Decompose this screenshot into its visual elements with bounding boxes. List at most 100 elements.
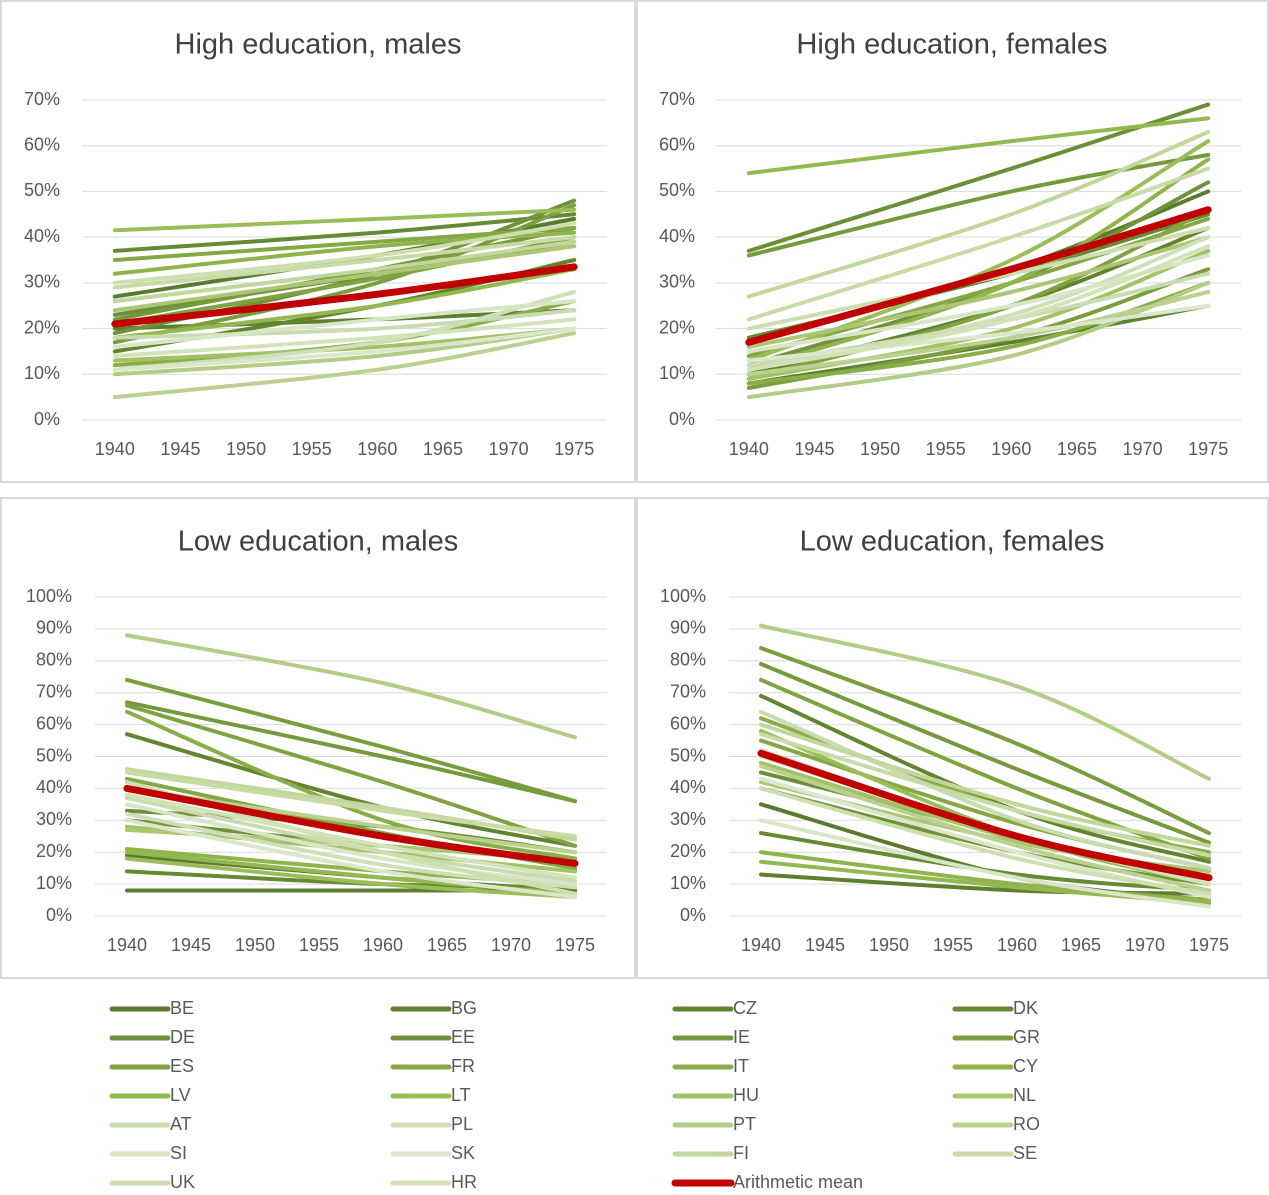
x-tick-label: 1970 [491,935,531,955]
series-line [112,244,577,313]
series-line [746,280,1211,386]
legend-label: LV [170,1085,191,1105]
panel [636,497,1269,979]
series-line [746,290,1211,377]
y-tick-label: 50% [36,745,72,765]
series-line [112,267,577,340]
series-line [125,856,577,899]
series-line [759,661,1211,845]
y-tick-label: 50% [659,180,695,200]
legend-label: RO [1013,1114,1040,1134]
series-line [112,230,577,276]
x-tick-label: 1945 [160,439,200,459]
x-tick-label: 1960 [363,935,403,955]
series-group [746,102,1211,400]
series-line [746,157,1211,372]
y-tick-label: 20% [659,317,695,337]
legend-label: SE [1013,1143,1037,1163]
legend-label: CZ [733,998,757,1018]
series-line [112,235,577,290]
series-line [125,709,577,861]
legend-label: BE [170,998,194,1018]
x-tick-label: 1955 [926,439,966,459]
y-tick-label: 10% [670,873,706,893]
series-line [125,677,577,804]
series-line [125,818,577,899]
chart-title: Low education, females [800,526,1105,558]
series-line [746,248,1211,381]
x-tick-label: 1970 [489,439,529,459]
series-line [111,263,578,328]
x-tick-label: 1955 [292,439,332,459]
legend-label: Arithmetic mean [733,1172,863,1192]
legend-label: GR [1013,1027,1040,1047]
x-tick-label: 1960 [991,439,1031,459]
x-tick-label: 1940 [741,935,781,955]
x-tick-label: 1975 [554,439,594,459]
legend-label: NL [1013,1085,1036,1105]
y-tick-label: 40% [36,777,72,797]
y-tick-label: 90% [670,618,706,638]
chart-title: High education, females [796,29,1107,61]
series-line [125,700,577,804]
y-tick-label: 40% [24,226,60,246]
series-line [746,253,1211,354]
y-tick-label: 0% [34,409,60,429]
x-tick-label: 1945 [171,935,211,955]
y-tick-label: 60% [24,134,60,154]
x-tick-label: 1970 [1123,439,1163,459]
y-tick-label: 40% [670,777,706,797]
legend-label: FR [451,1056,475,1076]
series-line [746,130,1211,299]
legend-label: BG [451,998,477,1018]
x-tick-label: 1945 [794,439,834,459]
series-line [112,207,577,233]
series-line [759,764,1211,893]
legend-label: DK [1013,998,1038,1018]
legend-label: UK [170,1172,195,1192]
series-line [759,850,1211,903]
series-line [112,326,577,372]
legend-label: IT [733,1056,749,1076]
y-tick-label: 10% [36,873,72,893]
series-line [746,116,1211,176]
x-tick-label: 1940 [95,439,135,459]
legend-label: ES [170,1056,194,1076]
y-tick-label: 0% [669,409,695,429]
panel [636,0,1269,483]
y-tick-label: 70% [670,681,706,701]
legend-label: LT [451,1085,471,1105]
x-tick-label: 1940 [729,439,769,459]
series-line [746,139,1211,363]
legend-label: PT [733,1114,756,1134]
series-line [112,221,577,285]
panel [0,0,636,483]
legend-label: PL [451,1114,473,1134]
series-line [112,331,577,400]
series-line [746,102,1211,253]
series-line [112,317,577,358]
x-tick-label: 1955 [299,935,339,955]
x-tick-label: 1945 [805,935,845,955]
series-line [746,226,1211,331]
y-tick-label: 100% [660,586,706,606]
chart-title: Low education, males [178,526,459,558]
y-tick-label: 70% [24,89,60,109]
legend-label: SK [451,1143,475,1163]
x-tick-label: 1950 [226,439,266,459]
y-tick-label: 20% [670,841,706,861]
y-tick-label: 10% [24,363,60,383]
x-tick-label: 1965 [1061,935,1101,955]
series-line [746,235,1211,349]
series-line [112,308,577,340]
series-line [112,239,577,304]
y-tick-label: 60% [659,134,695,154]
y-tick-label: 30% [36,809,72,829]
x-tick-label: 1965 [1057,439,1097,459]
y-tick-label: 70% [659,89,695,109]
series-line [746,152,1211,258]
series-line [112,299,577,349]
legend-label: EE [451,1027,475,1047]
y-tick-label: 70% [36,681,72,701]
